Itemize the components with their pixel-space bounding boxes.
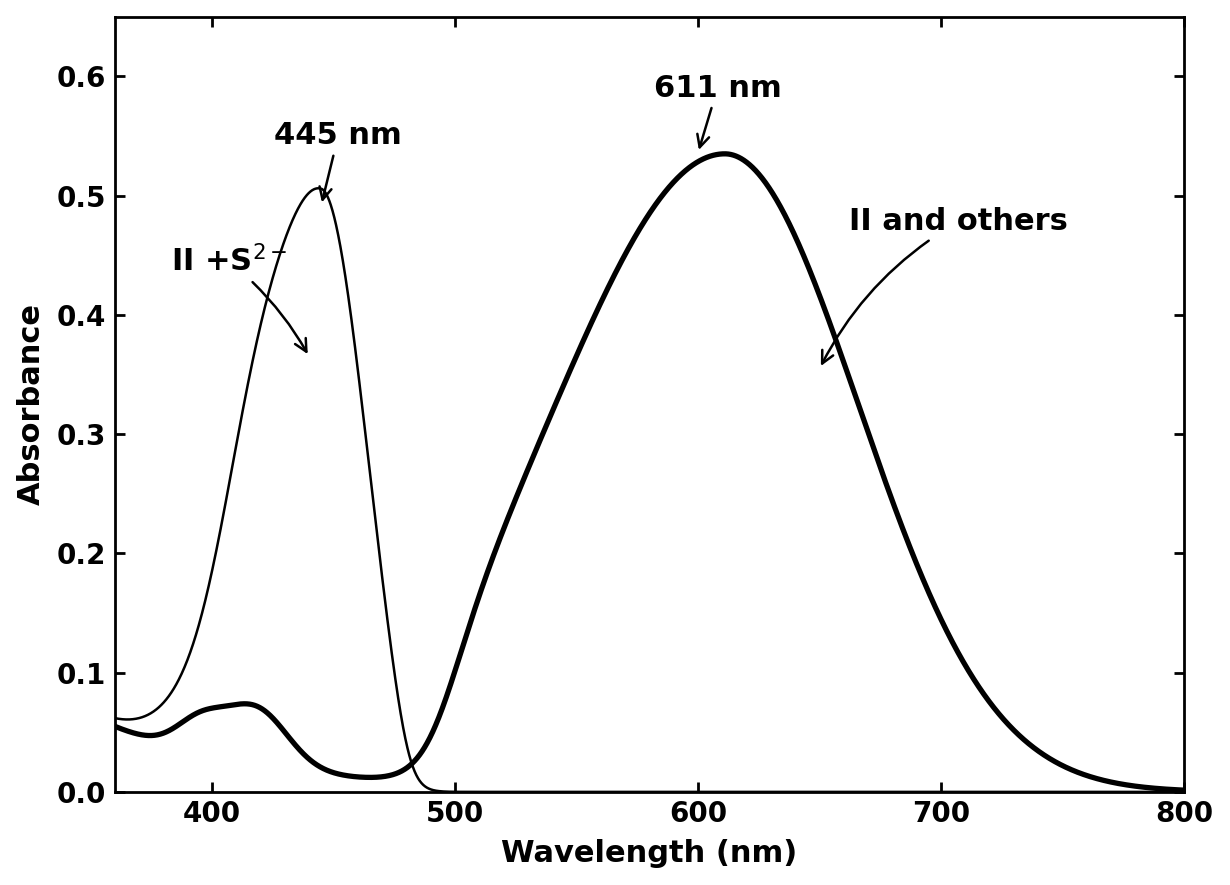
X-axis label: Wavelength (nm): Wavelength (nm) — [502, 839, 797, 868]
Text: II +S$^{2-}$: II +S$^{2-}$ — [171, 245, 306, 351]
Text: 611 nm: 611 nm — [653, 73, 781, 147]
Text: II and others: II and others — [822, 207, 1068, 364]
Text: 445 nm: 445 nm — [274, 121, 402, 200]
Y-axis label: Absorbance: Absorbance — [17, 304, 46, 505]
